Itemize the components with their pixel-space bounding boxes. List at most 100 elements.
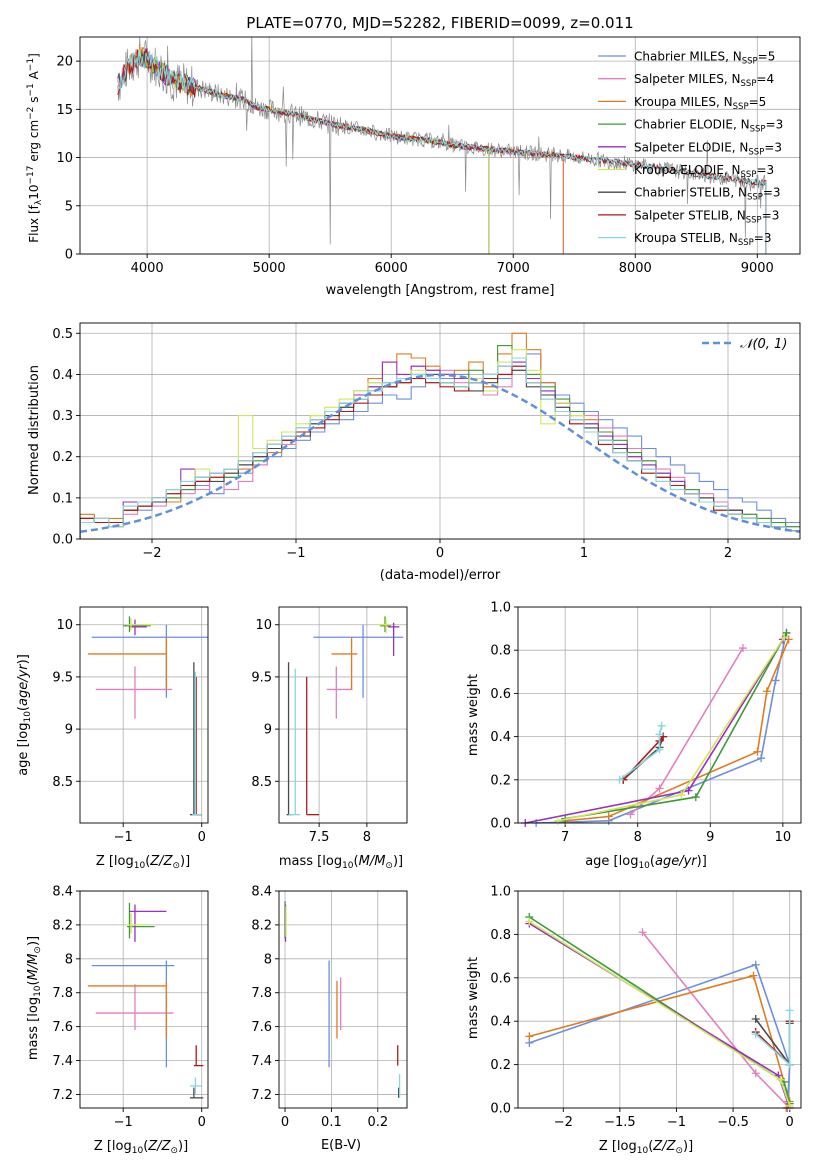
gaussian-legend: 𝒩(0, 1) bbox=[702, 337, 787, 352]
legend-entry-salpeter_elodie: Salpeter ELODIE, NSSP=3 bbox=[634, 140, 782, 157]
mass-vs-Z-ylabel: mass [log10(M/M⊙)] bbox=[26, 936, 43, 1060]
massweight-vs-Z-marker-kroupa_stelib bbox=[785, 1006, 794, 1015]
residuals-hist-salpeter_stelib bbox=[80, 365, 800, 539]
massweight-vs-age-ytick-label: 0.8 bbox=[490, 644, 511, 659]
massweight-vs-age-ytick-label: 1.0 bbox=[490, 601, 511, 616]
massweight-vs-age-xtick-label: 8 bbox=[634, 830, 642, 845]
spectrum-xtick-label: 7000 bbox=[497, 261, 530, 276]
massweight-vs-age-ytick-label: 0.6 bbox=[490, 687, 511, 702]
massweight-vs-Z-frame bbox=[517, 890, 802, 1109]
mass-vs-EBV-ytick-label: 8.2 bbox=[251, 918, 272, 933]
massweight-vs-age-marker-salpeter_miles bbox=[655, 784, 664, 793]
legend-entry-kroupa_elodie: Kroupa ELODIE, NSSP=3 bbox=[634, 163, 774, 180]
spectrum-xtick-label: 9000 bbox=[741, 261, 774, 276]
massweight-vs-Z-line-salpeter_elodie bbox=[528, 922, 791, 1108]
massweight-vs-age-marker-kroupa_elodie bbox=[677, 790, 686, 799]
residuals-ytick-label: 0.5 bbox=[52, 327, 73, 342]
age-vs-Z-xtick-label: −1 bbox=[114, 830, 133, 845]
age-vs-Z-grid bbox=[80, 607, 208, 823]
gaussian-legend-label: 𝒩(0, 1) bbox=[740, 337, 787, 352]
legend-entry-sub: SSP bbox=[746, 215, 762, 225]
legend-entry-sub: SSP bbox=[750, 125, 766, 135]
massweight-vs-age-marker-kroupa_elodie bbox=[553, 816, 562, 825]
mass-vs-EBV-xtick-label: 0.2 bbox=[367, 1115, 388, 1130]
massweight-vs-age-line-kroupa_stelib bbox=[619, 725, 663, 781]
residuals-gaussian-curve bbox=[80, 373, 800, 534]
spectrum-ytick-label: 5 bbox=[65, 199, 73, 214]
spectrum-model-salpeter_elodie bbox=[134, 47, 490, 254]
spectrum-panel: 4000 5000 6000 7000 8000 9000 0 5 10 15 20 bbox=[56, 36, 801, 276]
legend-entry-count: =5 bbox=[758, 50, 776, 64]
legend-entry-salpeter_miles: Salpeter MILES, NSSP=4 bbox=[634, 72, 774, 89]
mass-vs-EBV-ytick-label: 7.6 bbox=[251, 1020, 272, 1035]
massweight-vs-age-xlabel: age [log10(age/yr)] bbox=[585, 854, 707, 871]
spectrum-ytick-label: 10 bbox=[56, 151, 73, 166]
massweight-vs-Z-marker-chabrier_stelib bbox=[751, 1015, 760, 1024]
residuals-xlabel: (data-model)/error bbox=[380, 568, 501, 583]
legend-entry-count: =3 bbox=[766, 118, 784, 132]
massweight-vs-age-ytick-label: 0.2 bbox=[490, 773, 511, 788]
mass-vs-EBV-ytick-label: 7.4 bbox=[251, 1054, 272, 1069]
legend-entry-count: =3 bbox=[763, 186, 781, 200]
mass-vs-Z-panel: −1 0 7.2 7.4 7.6 7.8 8 8.2 8.4 bbox=[52, 885, 209, 1130]
massweight-vs-Z-line-chabrier_miles bbox=[529, 963, 791, 1108]
spectrum-frame bbox=[79, 36, 801, 255]
mass-vs-Z-ytick-label: 8.2 bbox=[52, 918, 73, 933]
age-vs-Z-ytick-label: 8.5 bbox=[52, 775, 73, 790]
age-vs-mass-xtick-label: 8 bbox=[363, 830, 371, 845]
massweight-vs-Z-ytick-label: 0.2 bbox=[490, 1058, 511, 1073]
mass-vs-EBV-xtick-label: 0.1 bbox=[321, 1115, 342, 1130]
age-vs-mass-ytick-label: 10 bbox=[255, 618, 272, 633]
age-vs-mass-frame bbox=[278, 606, 408, 824]
massweight-vs-Z-marker-kroupa_miles bbox=[749, 971, 758, 980]
massweight-vs-Z-ytick-label: 1.0 bbox=[490, 885, 511, 900]
spectrum-xtick-label: 4000 bbox=[131, 261, 164, 276]
massweight-vs-Z-line-kroupa_miles bbox=[529, 974, 791, 1108]
residuals-panel: −2 −1 0 1 2 0.0 0.1 0.2 0.3 0.4 0.5 bbox=[52, 322, 801, 561]
mass-vs-Z-ytick-label: 8.4 bbox=[52, 885, 73, 900]
massweight-vs-age-marker-kroupa_miles bbox=[753, 747, 762, 756]
legend-entry-count: =3 bbox=[756, 163, 774, 177]
massweight-vs-Z-line-kroupa_elodie bbox=[528, 920, 791, 1107]
legend-entry-sub: SSP bbox=[747, 193, 763, 203]
legend-entry-count: =5 bbox=[749, 95, 767, 109]
spectrum-model-kroupa_stelib bbox=[117, 50, 767, 254]
massweight-vs-Z-marker-kroupa_miles bbox=[525, 1032, 534, 1041]
massweight-vs-age-marker-kroupa_stelib bbox=[657, 721, 666, 730]
legend-entry-chabrier_stelib: Chabrier STELIB, NSSP=3 bbox=[634, 186, 781, 203]
age-vs-Z-frame bbox=[79, 606, 209, 824]
spectrum-xlabel: wavelength [Angstrom, rest frame] bbox=[326, 283, 555, 298]
massweight-vs-Z-ytick-label: 0.0 bbox=[490, 1102, 511, 1117]
age-vs-mass-ytick-label: 9 bbox=[264, 723, 272, 738]
age-vs-Z-xlabel: Z [log10(Z/Z⊙)] bbox=[96, 854, 190, 871]
massweight-vs-age-xtick-label: 9 bbox=[706, 830, 714, 845]
legend-entry-count: =4 bbox=[756, 72, 774, 86]
residuals-hist-kroupa_stelib bbox=[80, 357, 800, 539]
age-vs-Z-ytick-label: 9 bbox=[65, 723, 73, 738]
massweight-vs-age-xtick-label: 7 bbox=[561, 830, 569, 845]
massweight-vs-age-marker-kroupa_stelib bbox=[655, 745, 664, 754]
legend-entry-kroupa_stelib: Kroupa STELIB, NSSP=3 bbox=[634, 231, 772, 248]
massweight-vs-Z-ylabel: mass weight bbox=[466, 957, 481, 1039]
mass-vs-EBV-ytick-label: 7.2 bbox=[251, 1088, 272, 1103]
massweight-vs-Z-line-salpeter_miles bbox=[641, 931, 791, 1108]
residuals-ytick-label: 0.0 bbox=[52, 533, 73, 548]
massweight-vs-Z-xtick-label: −1 bbox=[667, 1115, 686, 1130]
age-vs-Z-ytick-label: 9.5 bbox=[52, 670, 73, 685]
massweight-vs-Z-xtick-label: −0.5 bbox=[717, 1115, 749, 1130]
massweight-vs-age-marker-chabrier_miles bbox=[771, 676, 780, 685]
legend-entry-sub: SSP bbox=[748, 147, 764, 157]
mass-vs-EBV-xlabel: E(B-V) bbox=[321, 1138, 361, 1153]
massweight-vs-Z-marker-kroupa_elodie bbox=[525, 917, 534, 926]
residuals-xtick-label: −2 bbox=[142, 546, 161, 561]
massweight-vs-age-marker-salpeter_miles bbox=[738, 644, 747, 653]
massweight-vs-Z-line-chabrier_elodie bbox=[528, 916, 791, 1104]
legend-entry-count: =3 bbox=[764, 140, 782, 154]
massweight-vs-age-xtick-label: 10 bbox=[775, 830, 792, 845]
massweight-vs-age-marker-kroupa_stelib bbox=[615, 775, 624, 784]
massweight-vs-Z-marker-chabrier_miles bbox=[751, 960, 760, 969]
spectrum-ytick-label: 0 bbox=[65, 248, 73, 263]
mass-vs-Z-xlabel: Z [log10(Z/Z⊙)] bbox=[94, 1139, 188, 1156]
legend-entry-sub: SSP bbox=[741, 170, 757, 180]
